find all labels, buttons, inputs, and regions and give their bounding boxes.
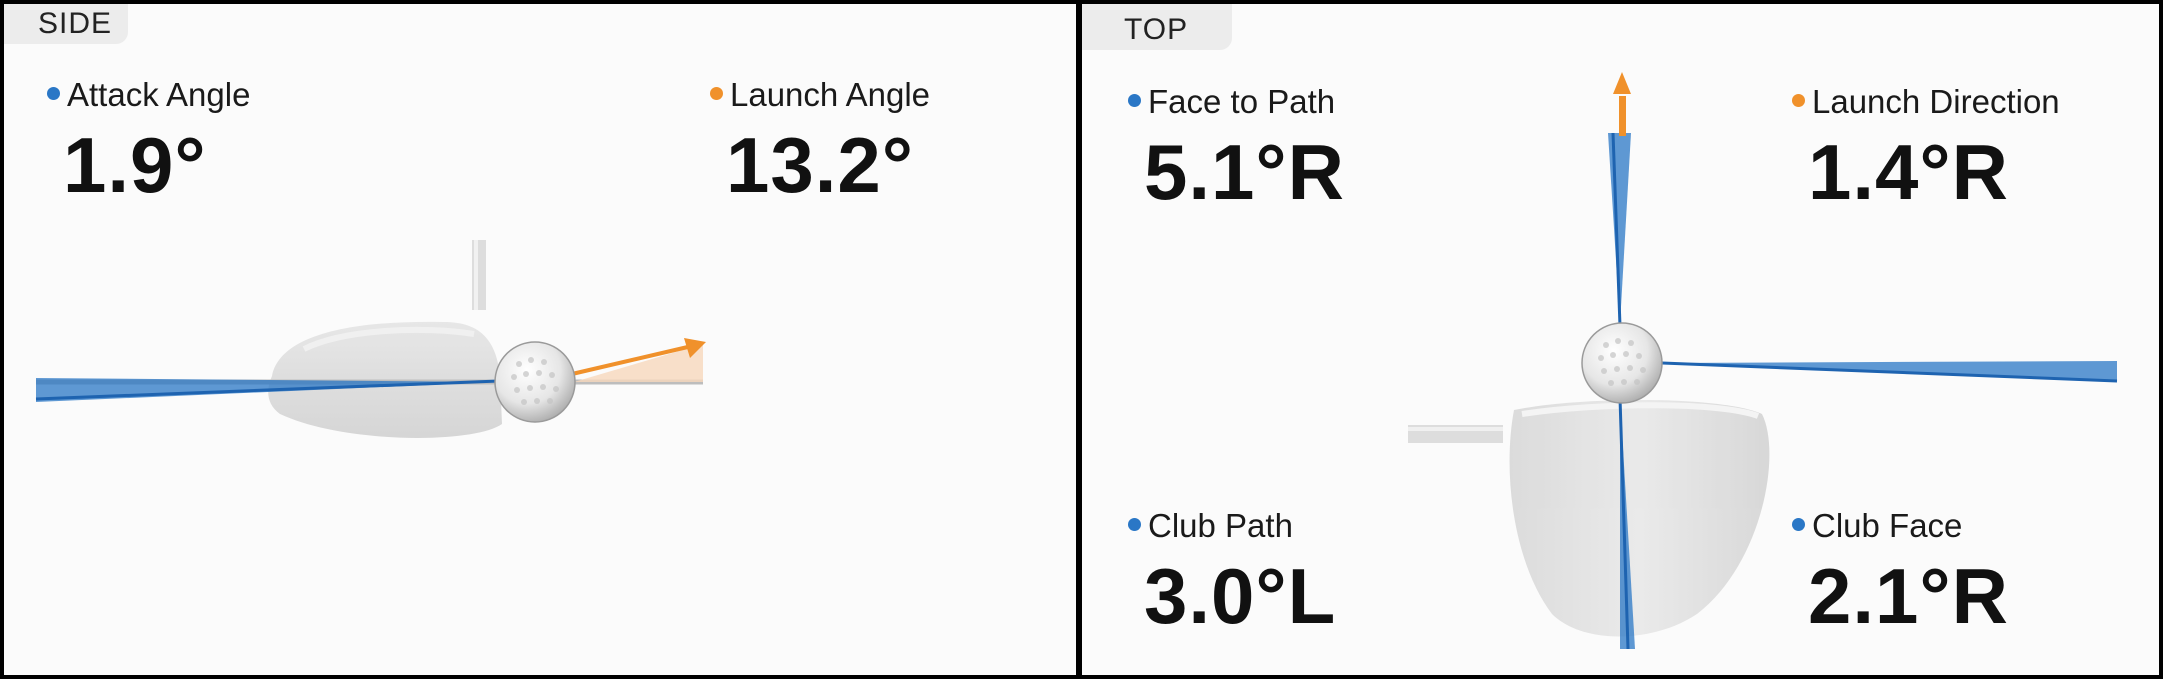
attack-angle-metric: Attack Angle 1.9° <box>47 76 250 211</box>
golf-ball-top-icon <box>1581 322 1663 404</box>
top-view-panel: TOP Face to Path 5.1°R Launch Direction … <box>1082 4 2159 675</box>
face-to-path-value: 5.1°R <box>1144 128 1345 216</box>
blue-dot-icon <box>1128 518 1141 531</box>
club-path-metric: Club Path 3.0°L <box>1128 507 1336 642</box>
launch-direction-arrow-icon <box>1613 72 1631 94</box>
launch-direction-metric: Launch Direction 1.4°R <box>1792 83 2060 218</box>
club-path-value: 3.0°L <box>1144 552 1337 640</box>
launch-direction-line-top <box>1619 96 1626 136</box>
top-view-graphic <box>1408 72 2118 650</box>
side-view-graphic <box>35 240 706 438</box>
blue-dot-icon <box>1128 94 1141 107</box>
face-to-path-label: Face to Path <box>1148 83 1336 120</box>
top-view-tab[interactable]: TOP <box>1082 4 1232 50</box>
club-face-label: Club Face <box>1812 507 1963 544</box>
launch-arrow-icon <box>684 338 706 358</box>
driver-club-top-icon <box>1408 399 1770 637</box>
club-face-value: 2.1°R <box>1808 552 2009 640</box>
launch-angle-value: 13.2° <box>726 121 915 209</box>
blue-dot-icon <box>1792 518 1805 531</box>
attack-angle-label: Attack Angle <box>67 76 251 113</box>
face-angle-line <box>1661 361 2118 383</box>
club-face-metric: Club Face 2.1°R <box>1792 507 2009 642</box>
launch-angle-wedge <box>574 344 703 382</box>
driver-club-side-icon <box>268 240 502 438</box>
attack-angle-value: 1.9° <box>63 121 207 209</box>
launch-angle-label: Launch Angle <box>730 76 931 113</box>
golf-ball-icon <box>494 341 576 423</box>
club-path-wedge <box>1620 398 1635 649</box>
club-path-label: Club Path <box>1148 507 1293 544</box>
launch-direction-label: Launch Direction <box>1812 83 2060 120</box>
side-view-panel: SIDE Attack Angle 1.9° Launch Angle 13.2… <box>4 4 1076 675</box>
launch-direction-value: 1.4°R <box>1808 128 2009 216</box>
launch-angle-metric: Launch Angle 13.2° <box>710 76 930 211</box>
attack-path-line <box>35 379 500 401</box>
face-to-path-line <box>1611 132 1622 327</box>
side-view-tab[interactable]: SIDE <box>4 4 128 44</box>
blue-dot-icon <box>47 87 60 100</box>
orange-dot-icon <box>710 87 723 100</box>
launch-direction-line <box>571 344 693 376</box>
orange-dot-icon <box>1792 94 1805 107</box>
club-face-line <box>1618 397 1630 650</box>
face-to-path-metric: Face to Path 5.1°R <box>1128 83 1345 218</box>
